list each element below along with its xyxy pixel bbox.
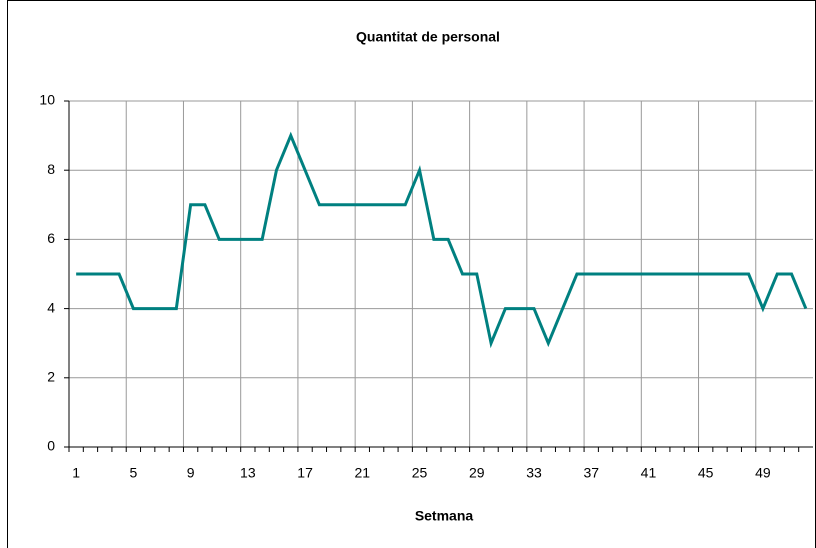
y-tick-label: 0 — [47, 438, 55, 454]
x-tick-label: 49 — [755, 465, 771, 481]
y-tick-label: 8 — [47, 161, 55, 177]
x-tick-label: 9 — [187, 465, 195, 481]
y-tick-label: 4 — [47, 299, 55, 315]
x-tick-label: 21 — [355, 465, 371, 481]
x-tick-label: 41 — [641, 465, 657, 481]
y-tick-label: 6 — [47, 230, 55, 246]
x-tick-label: 25 — [412, 465, 428, 481]
x-tick-label: 33 — [526, 465, 542, 481]
x-axis-title: Setmana — [415, 508, 474, 524]
data-line — [76, 131, 808, 349]
x-tick-label: 5 — [129, 465, 137, 481]
x-tick-label: 37 — [583, 465, 599, 481]
x-tick-label: 1 — [72, 465, 80, 481]
x-tick-label: 17 — [297, 465, 313, 481]
x-tick-label: 45 — [698, 465, 714, 481]
chart-title: Quantitat de personal — [356, 29, 500, 45]
y-tick-label: 2 — [47, 369, 55, 385]
x-tick-label: 13 — [240, 465, 256, 481]
y-tick-label: 10 — [39, 92, 55, 108]
x-tick-label: 29 — [469, 465, 485, 481]
